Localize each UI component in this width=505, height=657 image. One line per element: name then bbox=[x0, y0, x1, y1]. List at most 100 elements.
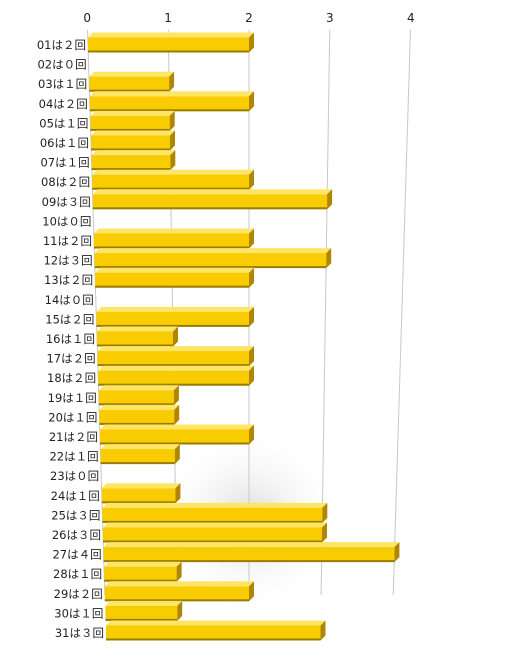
gridline bbox=[320, 29, 331, 596]
bar bbox=[94, 248, 332, 269]
bar-end-face bbox=[249, 581, 254, 602]
bar-bottom-edge bbox=[98, 403, 174, 406]
bar-front-face bbox=[95, 272, 249, 288]
bar bbox=[100, 424, 254, 445]
bar bbox=[89, 91, 254, 112]
bar-top-face bbox=[95, 267, 254, 273]
bar-end-face bbox=[249, 306, 254, 327]
category-label: 20は１回 bbox=[48, 410, 97, 424]
bar-end-face bbox=[327, 189, 333, 210]
bar bbox=[97, 326, 178, 347]
bar-front-face bbox=[94, 253, 327, 269]
bar-bottom-edge bbox=[104, 599, 249, 602]
category-label: 14は０回 bbox=[45, 293, 94, 307]
bar-front-face bbox=[97, 331, 173, 347]
x-tick-label: 0 bbox=[83, 11, 91, 25]
bar-end-face bbox=[249, 169, 254, 190]
bar-top-face bbox=[98, 365, 254, 371]
category-label: 21は２回 bbox=[49, 430, 98, 444]
gridline bbox=[392, 29, 411, 596]
bar-end-face bbox=[174, 444, 180, 465]
bar-front-face bbox=[96, 311, 250, 327]
category-labels: 01は２回 02は０回 03は１回 04は２回 05は１回 06は１回 07は１回 08は２回… bbox=[37, 38, 104, 640]
bar bbox=[104, 581, 254, 602]
bar-front-face bbox=[100, 429, 249, 445]
bar bbox=[89, 71, 175, 92]
category-label: 16は１回 bbox=[46, 332, 95, 346]
bar-front-face bbox=[92, 174, 249, 190]
bar-bottom-edge bbox=[98, 383, 249, 386]
bar bbox=[105, 600, 183, 621]
bar-bottom-edge bbox=[97, 364, 249, 367]
bar-top-face bbox=[89, 71, 175, 77]
bar-front-face bbox=[98, 370, 249, 386]
bar-top-face bbox=[99, 404, 180, 410]
bar bbox=[88, 32, 254, 53]
bar-end-face bbox=[320, 620, 326, 641]
bar-top-face bbox=[92, 169, 254, 175]
category-label: 19は１回 bbox=[48, 391, 97, 405]
category-label: 29は２回 bbox=[54, 587, 103, 601]
category-label: 04は２回 bbox=[39, 97, 88, 111]
bar-end-face bbox=[326, 248, 332, 269]
category-label: 26は３回 bbox=[52, 528, 101, 542]
bar bbox=[103, 542, 400, 563]
bar-bottom-edge bbox=[99, 422, 175, 425]
bar-end-face bbox=[249, 346, 254, 367]
bar-front-face bbox=[89, 96, 249, 112]
bar-bottom-edge bbox=[95, 285, 249, 288]
bar-front-face bbox=[102, 507, 323, 523]
bar-end-face bbox=[322, 522, 327, 543]
bar bbox=[94, 228, 254, 249]
category-label: 30は１回 bbox=[54, 606, 103, 620]
bar bbox=[101, 483, 181, 504]
bar-bottom-edge bbox=[103, 560, 395, 563]
bar-bottom-edge bbox=[94, 246, 249, 249]
bar-front-face bbox=[99, 409, 175, 425]
bar-end-face bbox=[170, 130, 175, 151]
category-label: 25は３回 bbox=[51, 508, 100, 522]
x-tick-label: 2 bbox=[245, 11, 253, 25]
bar-bottom-edge bbox=[97, 344, 173, 347]
bar-top-face bbox=[100, 444, 180, 450]
bar-top-face bbox=[97, 326, 178, 332]
category-label: 06は１回 bbox=[40, 136, 89, 150]
category-label: 10は０回 bbox=[42, 214, 91, 228]
bar-bottom-edge bbox=[89, 109, 249, 112]
bar-top-face bbox=[97, 346, 254, 352]
bars bbox=[88, 32, 400, 641]
bar-top-face bbox=[100, 424, 254, 430]
bar-bottom-edge bbox=[96, 324, 250, 327]
bar-top-face bbox=[96, 306, 255, 312]
category-label: 17は２回 bbox=[46, 352, 95, 366]
bar-top-face bbox=[90, 110, 175, 116]
bar-top-face bbox=[94, 228, 254, 234]
bar-bottom-edge bbox=[100, 462, 175, 465]
bar-top-face bbox=[101, 483, 181, 489]
bar-front-face bbox=[90, 115, 170, 131]
bar bbox=[104, 561, 182, 582]
bar-front-face bbox=[105, 605, 178, 621]
bar-top-face bbox=[91, 130, 175, 136]
bar-end-face bbox=[249, 267, 254, 288]
bar-top-face bbox=[94, 248, 332, 254]
bar bbox=[98, 365, 254, 386]
bar-front-face bbox=[103, 527, 322, 543]
category-label: 03は１回 bbox=[38, 77, 87, 91]
bar-end-face bbox=[173, 385, 179, 406]
bar-top-face bbox=[103, 542, 400, 548]
bar bbox=[100, 444, 180, 465]
bar bbox=[99, 404, 180, 425]
bar-end-face bbox=[249, 365, 254, 386]
bar-bottom-edge bbox=[104, 579, 177, 582]
bar-end-face bbox=[394, 542, 400, 563]
bar-top-face bbox=[104, 581, 254, 587]
category-label: 13は２回 bbox=[44, 273, 93, 287]
category-label: 05は１回 bbox=[39, 116, 88, 130]
bar-bottom-edge bbox=[91, 148, 170, 151]
bar-top-face bbox=[105, 600, 183, 606]
x-axis-ticks: 0 1 2 3 4 bbox=[83, 11, 414, 25]
bar-front-face bbox=[98, 390, 174, 406]
bar-bottom-edge bbox=[94, 266, 327, 269]
category-label: 27は４回 bbox=[52, 548, 101, 562]
